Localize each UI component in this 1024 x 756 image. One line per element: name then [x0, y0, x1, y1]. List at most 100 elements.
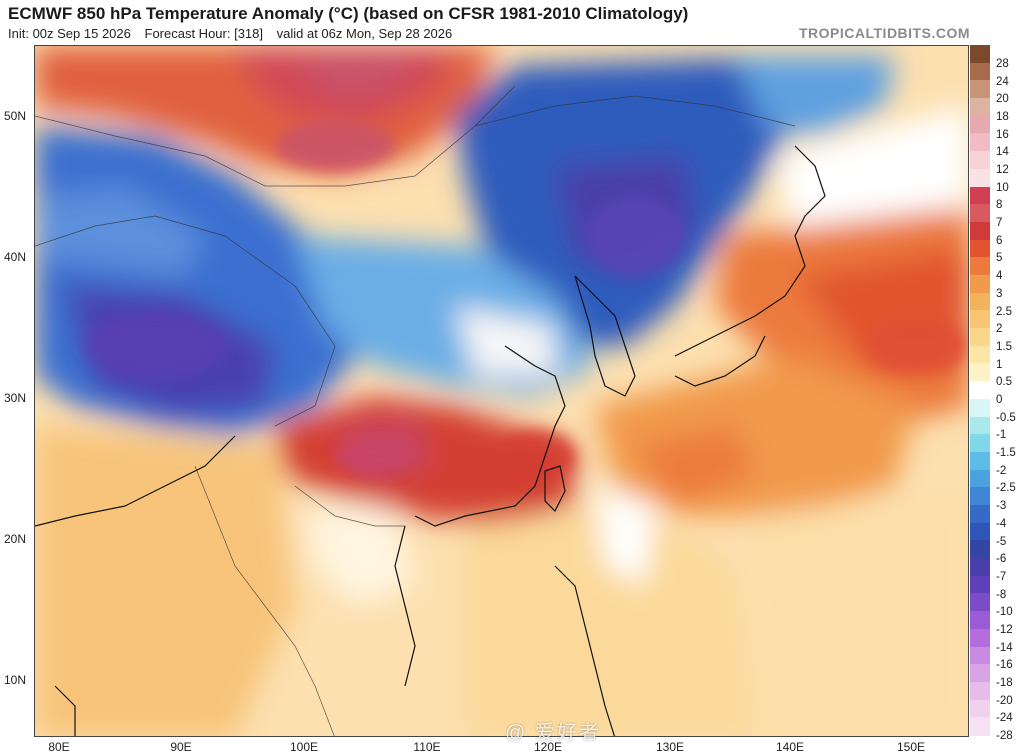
colorbar-label: -1	[996, 429, 1007, 442]
colorbar-label: 18	[996, 110, 1009, 123]
colorbar-label: 10	[996, 181, 1009, 194]
colorbar-label: -3	[996, 500, 1007, 513]
colorbar-swatch	[970, 434, 990, 453]
colorbar-label: 0	[996, 394, 1003, 406]
colorbar-swatch	[970, 363, 990, 382]
colorbar-swatch	[970, 80, 990, 99]
colorbar-swatch	[970, 699, 990, 718]
colorbar-swatch	[970, 186, 990, 205]
colorbar-swatch	[970, 487, 990, 506]
colorbar-swatch	[970, 575, 990, 595]
colorbar-swatch	[970, 133, 990, 152]
colorbar-swatch	[970, 593, 990, 612]
lon-label-130e: 130E	[655, 740, 685, 754]
brand-watermark: TROPICALTIDBITS.COM	[798, 25, 970, 41]
colorbar-label: 2.5	[996, 305, 1012, 318]
colorbar-swatch	[970, 328, 990, 347]
colorbar-label: 12	[996, 164, 1009, 176]
colorbar-swatch	[970, 115, 990, 135]
lat-label-50n: 50N	[4, 109, 27, 123]
valid-time: valid at 06z Mon, Sep 28 2026	[276, 26, 453, 41]
lon-label-140e: 140E	[775, 740, 805, 754]
colorbar-label: -10	[996, 606, 1013, 619]
colorbar-swatch	[970, 98, 990, 117]
colorbar-label: 24	[996, 75, 1009, 88]
lat-label-20n: 20N	[4, 532, 27, 546]
colorbar-label: 0.5	[996, 376, 1012, 389]
colorbar-label: -24	[996, 712, 1013, 725]
colorbar-label: 4	[996, 270, 1003, 283]
colorbar-label: -28	[996, 730, 1013, 743]
colorbar-swatch	[970, 522, 990, 541]
colorbar-swatch	[970, 45, 990, 64]
colorbar	[970, 45, 990, 736]
colorbar-swatch	[970, 221, 990, 241]
anomaly-map	[34, 45, 969, 737]
colorbar-swatch	[970, 646, 990, 665]
colorbar-swatch	[970, 345, 990, 365]
colorbar-label: -2.5	[996, 482, 1016, 495]
colorbar-swatch	[970, 540, 990, 559]
colorbar-label: 2	[996, 323, 1003, 336]
colorbar-label: 1.5	[996, 340, 1012, 353]
map-subtitle: Init: 00z Sep 15 2026 Forecast Hour: [31…	[8, 26, 462, 41]
colorbar-swatch	[970, 611, 990, 630]
colorbar-label: 7	[996, 217, 1003, 230]
lat-label-40n: 40N	[4, 250, 27, 264]
colorbar-swatch	[970, 558, 990, 577]
colorbar-label: 3	[996, 287, 1003, 300]
colorbar-label: 8	[996, 199, 1003, 212]
map-title: ECMWF 850 hPa Temperature Anomaly (°C) (…	[8, 4, 689, 23]
colorbar-label: -4	[996, 517, 1007, 530]
colorbar-swatch	[970, 717, 990, 736]
colorbar-swatch	[970, 381, 990, 400]
colorbar-swatch	[970, 62, 990, 81]
colorbar-label: 16	[996, 128, 1009, 141]
colorbar-label: -14	[996, 641, 1013, 654]
colorbar-label: -5	[996, 535, 1007, 548]
colorbar-swatch	[970, 398, 990, 418]
colorbar-swatch	[970, 416, 990, 435]
colorbar-label: -20	[996, 694, 1013, 707]
forecast-hour: Forecast Hour: [318]	[144, 26, 264, 41]
colorbar-swatch	[970, 292, 990, 311]
lon-label-110e: 110E	[413, 740, 441, 754]
colorbar-swatch	[970, 505, 990, 524]
colorbar-swatch	[970, 451, 990, 471]
colorbar-swatch	[970, 664, 990, 683]
colorbar-swatch	[970, 239, 990, 258]
colorbar-label: 1	[996, 358, 1003, 371]
colorbar-label: -18	[996, 677, 1013, 690]
colorbar-swatch	[970, 628, 990, 648]
colorbar-label: 28	[996, 57, 1009, 70]
colorbar-label: -12	[996, 624, 1013, 636]
colorbar-label: -6	[996, 553, 1007, 566]
lon-label-90e: 90E	[170, 740, 192, 754]
colorbar-label: 5	[996, 252, 1003, 265]
colorbar-swatch	[970, 310, 990, 329]
colorbar-label: 14	[996, 146, 1009, 159]
colorbar-label: 20	[996, 93, 1009, 106]
colorbar-swatch	[970, 151, 990, 170]
colorbar-swatch	[970, 275, 990, 294]
colorbar-label: 6	[996, 234, 1003, 247]
colorbar-swatch	[970, 168, 990, 188]
colorbar-swatch	[970, 681, 990, 701]
anomaly-field	[35, 46, 968, 736]
lon-label-100e: 100E	[289, 740, 319, 754]
colorbar-label: -8	[996, 588, 1007, 601]
colorbar-label: -2	[996, 464, 1007, 477]
lat-label-10n: 10N	[4, 673, 27, 687]
colorbar-label: -1.5	[996, 447, 1016, 460]
social-watermark: @ 爱好者	[505, 722, 601, 744]
colorbar-swatch	[970, 469, 990, 488]
colorbar-label: -16	[996, 659, 1013, 672]
lon-label-120e: 120E	[533, 740, 563, 754]
lat-label-30n: 30N	[4, 391, 27, 405]
colorbar-swatch	[970, 257, 990, 276]
lon-label-150e: 150E	[896, 740, 926, 754]
lon-label-80e: 80E	[48, 740, 70, 754]
colorbar-label: -0.5	[996, 411, 1016, 424]
colorbar-label: -7	[996, 570, 1007, 583]
colorbar-swatch	[970, 204, 990, 223]
